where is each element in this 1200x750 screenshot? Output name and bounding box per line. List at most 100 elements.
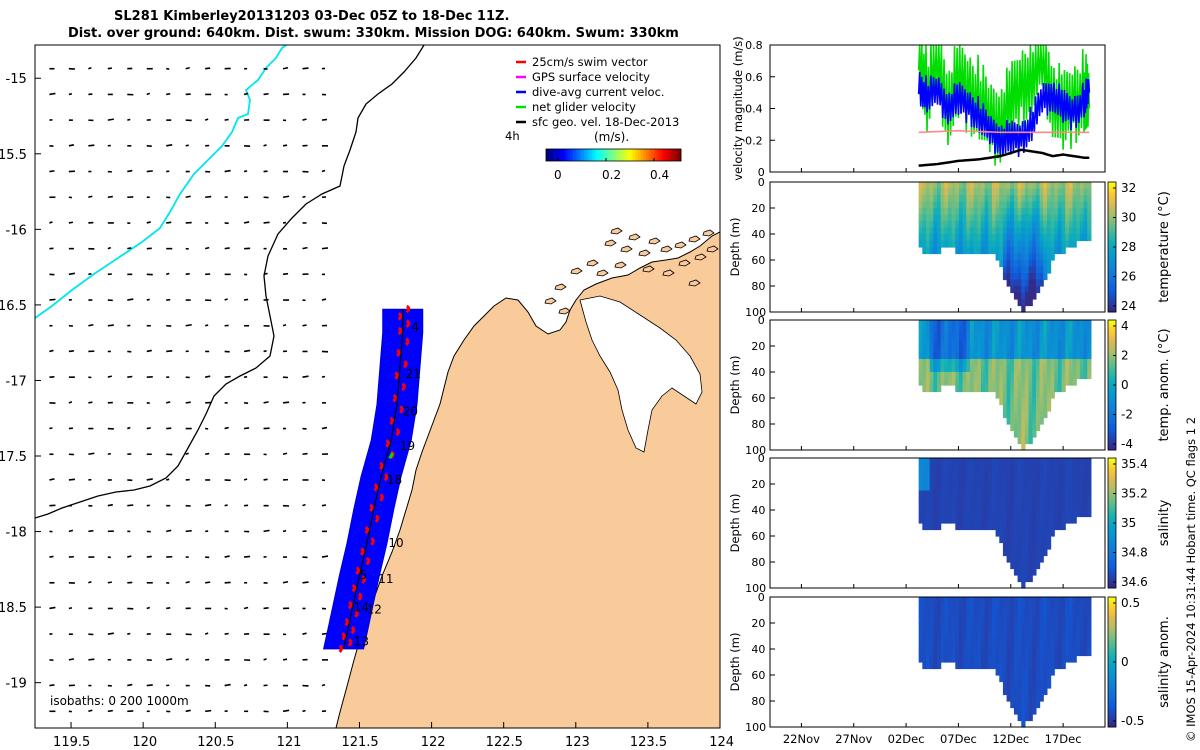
depth-cell <box>980 497 986 505</box>
depth-cell <box>966 214 971 222</box>
depth-cell <box>995 188 1000 196</box>
depth-cell <box>1050 490 1055 498</box>
depth-cell <box>980 503 986 511</box>
depth-cell <box>1039 642 1044 650</box>
depth-cell <box>1028 714 1033 722</box>
depth-cell <box>1024 372 1030 380</box>
depth-cell <box>925 603 931 611</box>
depth-cell <box>1010 182 1015 190</box>
depth-cell <box>933 352 938 360</box>
depth-cell <box>951 359 956 367</box>
depth-cell <box>936 234 942 242</box>
depth-cell <box>1006 542 1011 550</box>
depth-cell <box>1021 404 1026 412</box>
depth-cell <box>1072 201 1077 209</box>
colorbar-cell <box>1108 710 1116 715</box>
depth-cell <box>1017 253 1022 261</box>
depth-cell <box>1079 458 1085 466</box>
depth-cell <box>1061 208 1066 216</box>
depth-cell <box>966 662 971 670</box>
depth-cell <box>991 662 997 670</box>
depth-cell <box>944 629 949 637</box>
depth-cell <box>999 182 1004 190</box>
depth-cell <box>918 320 923 328</box>
depth-cell <box>944 655 949 663</box>
depth-cell <box>947 503 953 511</box>
depth-cell <box>1017 437 1022 445</box>
depth-cell <box>1050 629 1055 637</box>
depth-cell <box>1032 188 1037 196</box>
depth-cell <box>977 497 982 505</box>
depth-cell <box>936 649 942 657</box>
depth-cell <box>929 352 934 360</box>
colorbar-cell <box>1108 526 1116 530</box>
depth-cell <box>1002 372 1008 380</box>
map-colorbar-cell <box>667 149 671 161</box>
sfc-geo-vector <box>107 67 112 70</box>
colorbar-cell <box>1108 407 1116 412</box>
depth-cell <box>1043 471 1048 479</box>
sfc-geo-vector <box>185 529 192 533</box>
depth-cell <box>988 662 993 670</box>
depth-cell <box>1057 523 1063 531</box>
depth-cell <box>1024 411 1030 419</box>
depth-cell <box>929 471 934 479</box>
depth-cell <box>1043 333 1048 341</box>
depth-cell <box>944 372 949 380</box>
depth-cell <box>944 464 949 472</box>
depth-cell <box>955 597 960 605</box>
depth-cell <box>977 188 982 196</box>
island-2 <box>638 249 651 257</box>
colorbar-cell <box>1108 253 1116 258</box>
swim-vector <box>374 514 380 524</box>
depth-cell <box>962 490 967 498</box>
depth-cell <box>984 227 989 235</box>
depth-cell <box>962 655 967 663</box>
depth-cell <box>925 352 931 360</box>
depth-cell <box>1032 208 1037 216</box>
sfc-geo-vector <box>127 426 131 430</box>
depth-cell <box>1017 188 1022 196</box>
depth-cell <box>958 636 964 644</box>
island-7 <box>702 229 715 237</box>
depth-cell <box>1032 339 1037 347</box>
colorbar-tick-label: 30 <box>1121 211 1136 225</box>
sfc-geo-vector <box>243 92 249 96</box>
depth-cell <box>1043 208 1048 216</box>
depth-cell <box>925 339 931 347</box>
colorbar-cell <box>1108 282 1116 287</box>
depth-cell <box>969 320 975 328</box>
depth-cell <box>1006 372 1011 380</box>
depth-cell <box>1010 227 1015 235</box>
depth-cell <box>1032 240 1037 248</box>
sfc-geo-vector <box>185 452 189 456</box>
depth-cell <box>1024 675 1030 683</box>
island-16 <box>694 253 707 261</box>
depth-cell <box>955 603 960 611</box>
depth-cell <box>1010 549 1015 557</box>
depth-cell <box>1021 443 1026 451</box>
depth-cell <box>1072 208 1077 216</box>
depth-cell <box>999 214 1004 222</box>
depth-cell <box>1017 458 1022 466</box>
depth-cell <box>1035 333 1041 341</box>
depth-cell <box>1028 273 1033 281</box>
depth-cell <box>995 668 1000 676</box>
depth-cell <box>1021 568 1026 576</box>
depth-cell <box>940 490 945 498</box>
depth-cell <box>940 642 945 650</box>
depth-cell <box>988 195 993 203</box>
depth-cell <box>1006 629 1011 637</box>
sfc-geo-vector <box>263 272 268 276</box>
depth-cell <box>1013 542 1019 550</box>
depth-cell <box>995 503 1000 511</box>
depth-cell <box>1035 662 1041 670</box>
sfc-geo-vector <box>107 246 112 250</box>
depth-cell <box>1061 477 1066 485</box>
depth-cell <box>918 221 923 229</box>
depth-cell <box>940 214 945 222</box>
depth-cell <box>991 365 997 373</box>
depth-cell <box>1035 273 1041 281</box>
colorbar-cell <box>1108 717 1116 721</box>
depth-cell <box>1057 346 1063 354</box>
